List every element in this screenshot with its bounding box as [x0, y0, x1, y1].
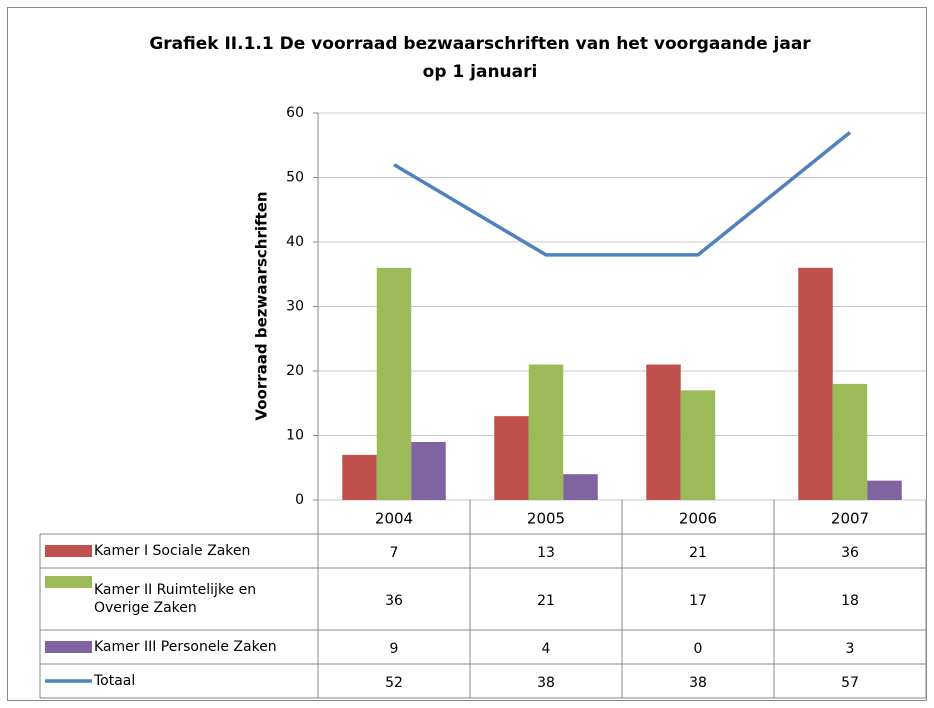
x-tick-label: 2004: [375, 510, 413, 528]
table-value: 9: [390, 641, 399, 657]
legend-label-box: Kamer I Sociale Zaken: [94, 543, 251, 559]
table-value: 4: [542, 641, 551, 657]
table-value: 3: [846, 641, 855, 657]
bar: [563, 474, 598, 500]
bar: [494, 416, 529, 500]
table-value: 17: [689, 593, 707, 609]
table-value: 52: [385, 675, 403, 691]
bar: [832, 383, 868, 500]
bar: [342, 454, 377, 500]
x-tick-label: 2005: [527, 510, 565, 528]
legend-label-box: Kamer II Ruimtelijke en Overige Zaken: [94, 582, 257, 616]
table-value: 21: [689, 545, 707, 561]
table-value: 13: [537, 545, 555, 561]
y-tick-label: 40: [286, 234, 304, 250]
y-tick-label: 10: [286, 428, 304, 444]
bar: [411, 441, 446, 500]
x-tick-label: 2007: [831, 510, 869, 528]
chart-frame: [7, 7, 927, 701]
table-value: 0: [694, 641, 703, 657]
legend-label: Kamer III Personele Zaken: [94, 639, 277, 655]
bar: [798, 267, 833, 500]
legend-key: [45, 545, 92, 557]
bar: [646, 364, 681, 500]
table-value: 7: [390, 545, 399, 561]
table-value: 38: [689, 675, 707, 691]
y-tick-label: 20: [286, 363, 304, 379]
legend-label: Kamer II Ruimtelijke en Overige Zaken: [94, 582, 257, 616]
legend-label-box: Totaal: [94, 673, 136, 689]
bar: [528, 364, 564, 500]
y-tick-label: 0: [295, 492, 304, 508]
line-series: [393, 130, 852, 257]
y-axis-label: Voorraad bezwaarschriften: [253, 191, 271, 420]
bar: [680, 390, 716, 500]
x-tick-label: 2006: [679, 510, 717, 528]
table-value: 38: [537, 675, 555, 691]
legend-key: [45, 641, 92, 653]
legend-key: [45, 576, 92, 588]
table-value: 57: [841, 675, 859, 691]
legend-label-box: Kamer III Personele Zaken: [94, 639, 277, 655]
table-value: 21: [537, 593, 555, 609]
chart-title: Grafiek II.1.1 De voorraad bezwaarschrif…: [149, 34, 811, 54]
table-value: 36: [841, 545, 859, 561]
bar: [376, 267, 412, 500]
legend-label: Totaal: [94, 673, 136, 689]
y-tick-label: 50: [286, 170, 304, 186]
bar: [867, 480, 902, 500]
y-tick-label: 60: [286, 105, 304, 121]
chart-title: op 1 januari: [423, 62, 538, 82]
legend-label: Kamer I Sociale Zaken: [94, 543, 251, 559]
table-value: 18: [841, 593, 859, 609]
table-value: 36: [385, 593, 403, 609]
y-tick-label: 30: [286, 299, 304, 315]
